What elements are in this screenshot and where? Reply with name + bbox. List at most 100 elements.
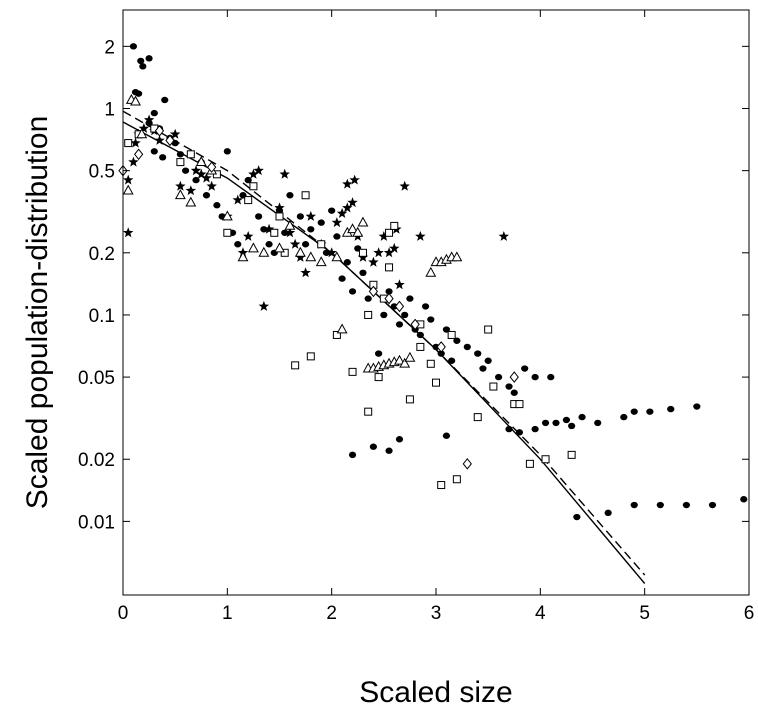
data-point-open-square	[317, 240, 326, 249]
data-point-filled-circle	[385, 288, 393, 295]
data-point-filled-circle	[145, 55, 153, 62]
data-point-filled-circle	[307, 226, 315, 233]
data-point-filled-circle	[505, 425, 513, 433]
data-point-filled-circle	[129, 43, 138, 50]
data-point-filled-circle	[479, 365, 487, 372]
data-point-open-triangle	[404, 351, 416, 362]
data-point-filled-star	[279, 168, 290, 179]
data-point-filled-star	[295, 251, 306, 262]
plot-frame	[122, 9, 750, 596]
data-point-open-diamond	[410, 318, 420, 331]
data-point-filled-circle	[495, 373, 503, 381]
data-point-open-square	[515, 400, 524, 409]
data-point-open-diamond	[384, 292, 394, 305]
data-point-filled-circle	[484, 357, 492, 364]
data-point-filled-circle	[333, 233, 341, 240]
data-point-filled-circle	[562, 416, 571, 424]
data-point-open-square	[306, 352, 315, 361]
data-point-filled-star	[342, 202, 353, 213]
data-point-filled-star	[399, 180, 410, 191]
data-point-open-square	[358, 248, 367, 257]
data-point-open-triangle	[357, 216, 369, 227]
data-point-open-square	[301, 191, 310, 200]
data-point-filled-circle	[150, 109, 158, 117]
data-point-filled-star	[185, 185, 196, 196]
data-point-filled-circle	[442, 432, 451, 439]
data-point-filled-circle	[531, 373, 539, 381]
data-point-open-diamond	[394, 300, 405, 313]
data-point-open-triangle	[347, 223, 358, 234]
data-point-filled-circle	[385, 447, 393, 454]
data-point-open-diamond	[154, 124, 165, 137]
data-point-filled-circle	[338, 275, 346, 282]
data-point-open-triangle	[394, 354, 405, 365]
data-point-filled-circle	[656, 501, 664, 509]
data-point-filled-star	[258, 300, 270, 311]
y-axis: 0.01 0.02 0.05 0.1 0.2 0.5 1 2	[78, 37, 749, 533]
data-point-filled-star	[196, 168, 207, 179]
data-point-filled-star	[289, 238, 301, 249]
x-tick-label: 4	[535, 603, 546, 624]
data-point-filled-circle	[432, 343, 440, 351]
data-point-filled-circle	[693, 403, 701, 410]
data-point-filled-circle	[176, 151, 184, 158]
data-point-filled-circle	[667, 405, 675, 413]
data-point-open-diamond	[509, 371, 519, 383]
data-point-filled-circle	[213, 202, 221, 209]
data-point-open-triangle	[221, 210, 233, 221]
data-point-open-square	[541, 455, 550, 464]
data-point-open-triangle	[274, 242, 285, 253]
data-point-filled-star	[331, 217, 343, 228]
data-point-open-triangle	[122, 184, 134, 195]
data-point-filled-star	[336, 208, 348, 218]
data-point-filled-star	[368, 256, 379, 267]
data-point-filled-star	[243, 231, 254, 241]
data-point-filled-star	[389, 242, 400, 253]
y-tick-label: 0.2	[89, 244, 115, 265]
data-point-filled-star	[342, 178, 353, 189]
data-point-open-diamond	[368, 285, 379, 298]
data-point-filled-circle	[630, 501, 638, 509]
data-point-open-square	[176, 158, 185, 167]
data-point-filled-circle	[390, 303, 398, 310]
data-point-open-triangle	[294, 246, 306, 257]
data-point-filled-circle	[380, 311, 388, 319]
data-point-filled-circle	[348, 288, 357, 295]
data-point-filled-circle	[395, 321, 404, 328]
y-tick-label: 0.05	[78, 368, 115, 389]
data-point-filled-circle	[406, 295, 414, 302]
data-point-filled-circle	[630, 408, 638, 415]
data-point-filled-circle	[286, 192, 294, 199]
data-point-open-square	[186, 150, 195, 159]
dashed-fit-line	[123, 110, 646, 576]
data-point-open-square	[364, 407, 373, 416]
x-tick-label: 5	[639, 603, 650, 624]
data-point-open-square	[374, 373, 383, 382]
data-point-open-triangle	[399, 357, 411, 368]
data-point-filled-circle	[682, 501, 691, 509]
data-point-open-square	[567, 450, 576, 459]
data-point-open-triangle	[425, 266, 437, 277]
data-point-filled-star	[378, 231, 390, 241]
data-point-open-triangle	[315, 256, 327, 267]
data-point-filled-circle	[348, 451, 357, 459]
data-point-filled-star	[175, 180, 186, 191]
data-point-open-triangle	[336, 323, 348, 334]
data-point-filled-circle	[547, 373, 555, 381]
data-point-filled-circle	[343, 259, 351, 266]
data-point-filled-star	[130, 137, 141, 148]
data-point-filled-circle	[192, 176, 200, 184]
data-point-filled-star	[373, 247, 384, 258]
data-point-open-triangle	[352, 226, 364, 237]
data-point-filled-circle	[594, 419, 602, 427]
data-point-open-diamond	[207, 161, 217, 173]
data-point-filled-circle	[510, 389, 518, 396]
x-axis-title: Scaled size	[359, 676, 512, 709]
y-tick-label: 0.5	[89, 162, 115, 183]
data-point-open-triangle	[174, 189, 186, 200]
data-point-open-triangle	[284, 219, 296, 230]
data-point-filled-circle	[437, 350, 445, 357]
data-point-open-triangle	[130, 95, 141, 106]
data-point-filled-star	[415, 231, 426, 241]
data-point-filled-star	[123, 227, 134, 238]
